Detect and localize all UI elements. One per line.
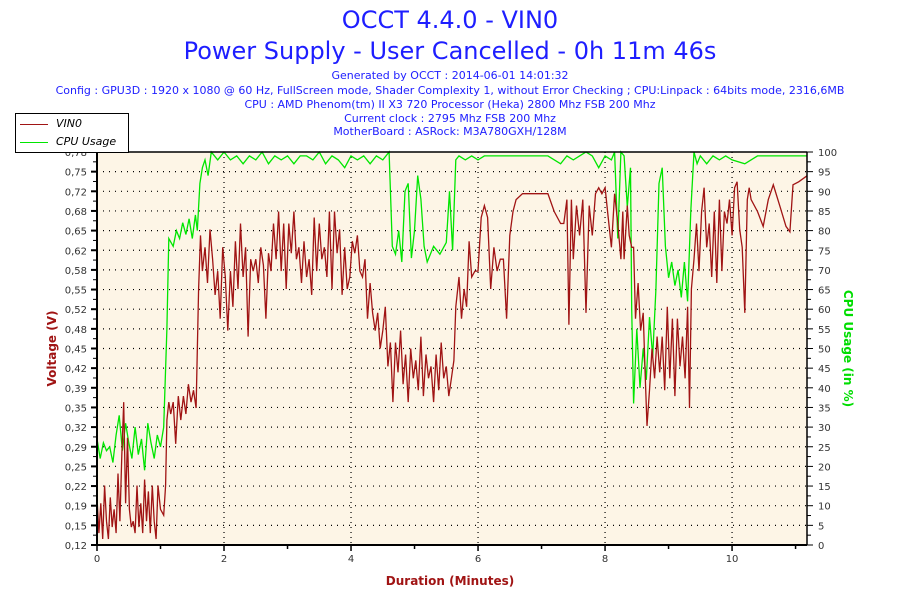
- config-info: Config : GPU3D : 1920 x 1080 @ 60 Hz, Fu…: [55, 84, 845, 97]
- y2-tick-label: 75: [818, 246, 831, 257]
- y-tick-label: 0,45: [65, 345, 87, 356]
- y2-tick-label: 55: [818, 325, 831, 336]
- y-tick-label: 0,78: [65, 148, 87, 159]
- y-axis-label: Voltage (V): [45, 311, 59, 387]
- y-tick-label: 0,12: [65, 541, 87, 552]
- legend-label-vin0: VIN0: [56, 117, 82, 130]
- y2-tick-label: 0: [818, 541, 824, 552]
- x-tick-label: 0: [94, 554, 100, 565]
- x-tick-label: 2: [221, 554, 227, 565]
- y-tick-label: 0,72: [65, 187, 87, 198]
- x-tick-label: 10: [726, 554, 739, 565]
- y2-tick-label: 35: [818, 403, 831, 414]
- y2-tick-label: 65: [818, 286, 831, 297]
- y-tick-label: 0,29: [65, 443, 87, 454]
- y-tick-label: 0,35: [65, 403, 87, 414]
- y2-tick-label: 100: [818, 148, 837, 159]
- y2-tick-label: 50: [818, 345, 831, 356]
- y-tick-label: 0,68: [65, 207, 87, 218]
- legend-swatch-vin0: [20, 124, 48, 125]
- legend-swatch-cpu-usage: [20, 142, 48, 143]
- plot-background: [97, 152, 807, 545]
- clock-info: Current clock : 2795 Mhz FSB 200 Mhz: [344, 112, 556, 125]
- y2-tick-label: 15: [818, 482, 831, 493]
- cpu-info: CPU : AMD Phenom(tm) II X3 720 Processor…: [244, 98, 656, 111]
- series-line-cpu-usage: [96, 150, 807, 471]
- x-tick-label: 6: [475, 554, 481, 565]
- y2-tick-label: 60: [818, 305, 831, 316]
- y-tick-label: 0,48: [65, 325, 87, 336]
- y-tick-label: 0,19: [65, 502, 87, 513]
- y-tick-label: 0,62: [65, 246, 87, 257]
- motherboard-info: MotherBoard : ASRock: M3A780GXH/128M: [333, 125, 567, 138]
- y-tick-label: 0,75: [65, 168, 87, 179]
- generated-info: Generated by OCCT : 2014-06-01 14:01:32: [331, 69, 569, 82]
- y-tick-label: 0,52: [65, 305, 87, 316]
- y-tick-label: 0,58: [65, 266, 87, 277]
- y2-tick-label: 30: [818, 423, 831, 434]
- y2-tick-label: 70: [818, 266, 831, 277]
- y-tick-label: 0,42: [65, 364, 87, 375]
- series-line-vin0: [96, 175, 808, 540]
- y-tick-label: 0,22: [65, 482, 87, 493]
- legend-label-cpu-usage: CPU Usage: [56, 135, 117, 148]
- y2-axis-label: CPU Usage (in %): [841, 290, 855, 407]
- y2-tick-label: 5: [818, 521, 824, 532]
- x-axis-label: Duration (Minutes): [386, 574, 514, 588]
- chart-title: OCCT 4.4.0 - VIN0: [341, 6, 559, 34]
- y-tick-label: 0,55: [65, 286, 87, 297]
- y2-tick-label: 80: [818, 227, 831, 238]
- legend: VIN0 CPU Usage: [15, 113, 129, 153]
- y2-tick-label: 40: [818, 384, 831, 395]
- y2-tick-label: 10: [818, 502, 831, 513]
- y-tick-label: 0,25: [65, 462, 87, 473]
- y-tick-label: 0,32: [65, 423, 87, 434]
- chart-subtitle: Power Supply - User Cancelled - 0h 11m 4…: [183, 37, 717, 65]
- x-tick-label: 4: [348, 554, 354, 565]
- y-tick-label: 0,39: [65, 384, 87, 395]
- y2-tick-label: 85: [818, 207, 831, 218]
- y2-tick-label: 95: [818, 168, 831, 179]
- y2-tick-label: 90: [818, 187, 831, 198]
- y2-tick-label: 20: [818, 462, 831, 473]
- y2-tick-label: 45: [818, 364, 831, 375]
- y2-tick-label: 25: [818, 443, 831, 454]
- y-tick-label: 0,65: [65, 227, 87, 238]
- x-tick-label: 8: [602, 554, 608, 565]
- y-tick-label: 0,15: [65, 521, 87, 532]
